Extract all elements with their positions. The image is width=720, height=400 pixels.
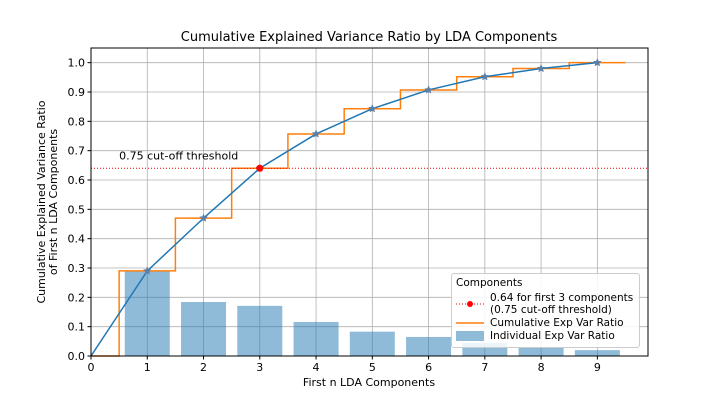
x-tick-label: 8 — [538, 361, 545, 374]
annotation: 0.75 cut-off threshold — [119, 149, 238, 162]
bar — [293, 321, 339, 356]
legend-label: Cumulative Exp Var Ratio — [490, 317, 624, 329]
star-marker — [142, 266, 152, 275]
y-tick-label: 0.5 — [68, 203, 86, 216]
legend-entry: Cumulative Exp Var Ratio — [452, 317, 639, 329]
star-marker — [311, 129, 321, 138]
bar — [574, 350, 620, 356]
x-tick-label: 3 — [256, 361, 263, 374]
swatch-dot — [467, 301, 473, 307]
x-tick-label: 0 — [88, 361, 95, 374]
legend-label: Individual Exp Var Ratio — [490, 330, 615, 342]
legend-swatch — [456, 331, 484, 341]
chart-title: Cumulative Explained Variance Ratio by L… — [181, 30, 558, 45]
legend-label: 0.64 for first 3 components (0.75 cut-of… — [490, 292, 634, 316]
star-marker — [367, 104, 377, 113]
x-tick-label: 6 — [425, 361, 432, 374]
y-tick-label: 0.2 — [68, 291, 86, 304]
plot-frame — [90, 47, 649, 357]
legend-entry: Individual Exp Var Ratio — [452, 330, 639, 342]
star-marker — [199, 213, 208, 222]
star-marker — [424, 85, 433, 94]
legend-entry: 0.64 for first 3 components (0.75 cut-of… — [452, 292, 639, 316]
x-tick-label: 4 — [313, 361, 320, 374]
y-tick-label: 0.1 — [68, 321, 86, 334]
legend-title: Components — [456, 277, 523, 289]
y-tick-label: 0.6 — [68, 174, 86, 187]
x-tick-label: 2 — [200, 361, 207, 374]
y-tick-label: 0.8 — [68, 115, 86, 128]
x-axis-label: First n LDA Components — [303, 376, 435, 389]
threshold-point — [256, 164, 264, 172]
bar — [406, 336, 452, 356]
cumulative-line — [90, 61, 598, 357]
y-tick-label: 0.3 — [68, 262, 86, 275]
bar — [181, 302, 227, 356]
star-marker — [592, 58, 602, 67]
x-tick-label: 1 — [144, 361, 151, 374]
legend: Components 0.64 for first 3 components (… — [451, 273, 640, 348]
y-axis-label: of First n LDA Components — [47, 129, 60, 276]
y-tick-label: 0.7 — [68, 145, 86, 158]
legend-swatch — [456, 322, 484, 324]
x-tick-label: 9 — [594, 361, 601, 374]
bar — [124, 270, 170, 356]
y-tick-label: 0.4 — [68, 233, 86, 246]
legend-swatch — [456, 301, 484, 307]
y-tick-label: 0.9 — [68, 86, 86, 99]
x-tick-label: 7 — [481, 361, 488, 374]
swatch-rect — [456, 331, 484, 341]
bar — [237, 305, 283, 356]
x-tick-label: 5 — [369, 361, 376, 374]
star-marker — [480, 72, 490, 81]
y-tick-label: 0.0 — [68, 350, 86, 363]
bar — [518, 347, 564, 356]
y-axis-label: Cumulative Explained Variance Ratio — [35, 100, 48, 303]
y-tick-label: 1.0 — [68, 57, 86, 70]
star-marker — [536, 63, 546, 73]
bar — [349, 331, 395, 356]
